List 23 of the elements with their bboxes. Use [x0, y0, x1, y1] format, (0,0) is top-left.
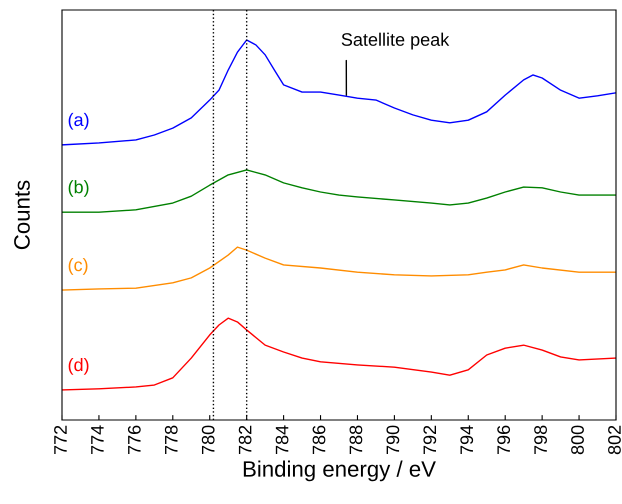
x-tick-label: 784 — [276, 425, 288, 454]
x-tick-label: 772 — [54, 426, 67, 454]
x-tick-label: 796 — [497, 426, 510, 454]
x-tick-label: 798 — [534, 426, 547, 454]
x-tick-label: 776 — [128, 426, 141, 454]
x-tick-label: 792 — [423, 426, 436, 454]
series-label: (a) — [68, 112, 88, 130]
x-tick-label: 778 — [164, 426, 178, 454]
x-axis-title: Binding energy / eV — [244, 460, 436, 482]
x-tick-label: 774 — [91, 425, 104, 454]
x-tick-label: 788 — [350, 426, 362, 454]
series-label: (c) — [68, 258, 88, 275]
x-tick-label: 780 — [202, 426, 215, 454]
y-axis-title: Counts — [14, 180, 30, 250]
annotation: Satellite peak — [342, 32, 450, 50]
x-tick-label: 786 — [312, 426, 326, 454]
x-tick-label: 790 — [386, 426, 400, 454]
x-tick-label: 800 — [571, 426, 584, 454]
series-label: (d) — [68, 358, 88, 375]
x-tick-label: 794 — [460, 425, 474, 454]
series-label: (b) — [68, 180, 88, 197]
x-tick-label: 782 — [238, 426, 252, 454]
x-tick-label: 802 — [608, 426, 621, 454]
